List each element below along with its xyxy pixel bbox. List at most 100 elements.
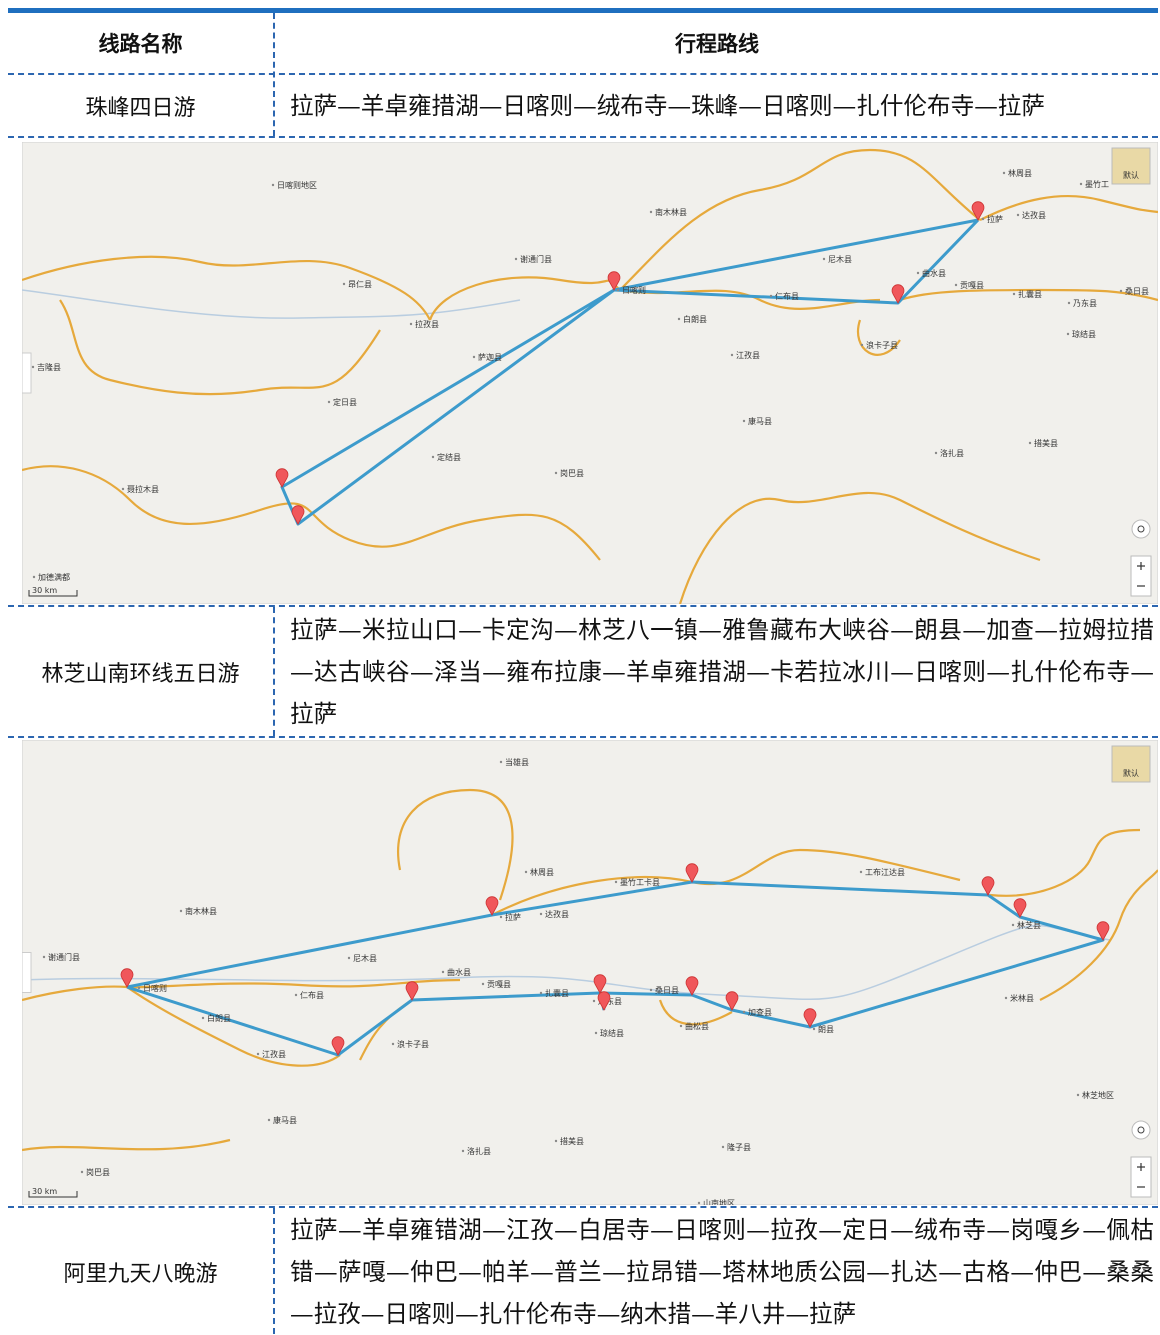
place-label: 定日县: [333, 397, 357, 407]
place-dot: [179, 909, 183, 913]
place-dot: [499, 915, 503, 919]
place-label: 曲水县: [447, 967, 471, 977]
route-line: [126, 985, 601, 1057]
road: [59, 299, 381, 396]
road: [678, 491, 1041, 604]
locate-icon: [1137, 525, 1145, 533]
locate-button[interactable]: [1131, 1120, 1151, 1140]
route-name: 阿里九天八晚游: [63, 1261, 218, 1287]
place-dot: [812, 1027, 816, 1031]
river: [22, 289, 521, 319]
row-border: [8, 605, 1158, 607]
place-dot: [1028, 441, 1032, 445]
route-line: [280, 288, 615, 526]
place-dot: [649, 988, 653, 992]
zoom-control[interactable]: [1130, 555, 1152, 597]
row-border: [8, 136, 1158, 138]
place-label: 洛扎县: [940, 448, 964, 458]
place-dot: [441, 970, 445, 974]
place-dot: [342, 282, 346, 286]
layer-button[interactable]: [1111, 745, 1151, 783]
place-dot: [1012, 292, 1016, 296]
place-dot: [409, 322, 413, 326]
place-dot: [730, 353, 734, 357]
header-cell: 行程路线: [675, 32, 759, 56]
road: [126, 986, 341, 1067]
place-label: 南木林县: [185, 906, 217, 916]
place-dot: [327, 400, 331, 404]
place-dot: [697, 1201, 701, 1205]
pin: [405, 981, 419, 1001]
place-label: 琼结县: [1072, 329, 1096, 339]
place-label: 拉萨: [505, 912, 521, 922]
place-label: 尼木县: [353, 953, 377, 963]
place-label: 乃东县: [1073, 298, 1097, 308]
place-label: 措美县: [560, 1136, 584, 1146]
place-dot: [481, 982, 485, 986]
place-dot: [137, 986, 141, 990]
place-dot: [267, 1118, 271, 1122]
road: [857, 319, 901, 356]
place-dot: [934, 451, 938, 455]
zoom-control[interactable]: [1130, 1156, 1152, 1198]
place-dot: [201, 1016, 205, 1020]
side-tab[interactable]: [22, 952, 32, 993]
side-tab[interactable]: [22, 352, 32, 394]
scale-label: 30 km: [32, 1187, 57, 1196]
place-label: 贡嘎县: [960, 281, 984, 290]
place-dot: [981, 217, 985, 221]
locate-button[interactable]: [1131, 519, 1151, 539]
place-dot: [1002, 171, 1006, 175]
place-label: 贡嘎县: [487, 980, 511, 989]
place-dot: [1119, 289, 1123, 293]
locate-icon: [1137, 1126, 1145, 1134]
layer-button-label[interactable]: 默认: [1123, 768, 1139, 778]
place-label: 谢通门县: [48, 952, 80, 962]
place-label: 岗巴县: [560, 469, 584, 478]
col-border: [273, 13, 275, 136]
place-dot: [769, 294, 773, 298]
road: [989, 828, 1141, 897]
place-label: 谢通门县: [520, 254, 552, 264]
place-dot: [822, 257, 826, 261]
pin: [291, 505, 305, 525]
place-dot: [554, 1139, 558, 1143]
place-label: 林芝县: [1017, 920, 1041, 930]
place-label: 乃东县: [598, 996, 622, 1006]
pin: [120, 968, 134, 988]
pin: [891, 284, 905, 304]
layer-button-label[interactable]: 默认: [1123, 170, 1139, 180]
place-dot: [539, 912, 543, 916]
road: [22, 465, 601, 561]
place-dot: [32, 575, 36, 579]
place-label: 洛扎县: [467, 1146, 491, 1156]
pin: [803, 1008, 817, 1028]
pin: [971, 201, 985, 221]
place-label: 拉孜县: [415, 319, 439, 329]
place-dot: [594, 1031, 598, 1035]
layer-button[interactable]: [1111, 147, 1151, 185]
place-dot: [677, 317, 681, 321]
place-label: 朗县: [818, 1024, 834, 1034]
pin: [607, 271, 621, 291]
road: [979, 194, 1158, 221]
place-label: 拉萨: [987, 214, 1003, 224]
place-label: 日喀则: [622, 285, 646, 295]
place-dot: [514, 257, 518, 261]
place-label: 米林县: [1010, 993, 1034, 1003]
place-label: 日喀则地区: [277, 180, 317, 190]
place-dot: [294, 993, 298, 997]
road: [397, 788, 514, 901]
place-label: 墨竹工: [1085, 179, 1109, 189]
place-label: 曲松县: [685, 1021, 709, 1031]
col-border: [273, 1208, 275, 1334]
place-dot: [121, 487, 125, 491]
place-label: 林芝地区: [1082, 1090, 1114, 1100]
place-dot: [1066, 332, 1070, 336]
road: [1039, 869, 1158, 1001]
place-label: 工布江达县: [865, 867, 905, 877]
place-label: 墨竹工卡县: [620, 877, 660, 887]
place-label: 曲水县: [922, 268, 946, 278]
